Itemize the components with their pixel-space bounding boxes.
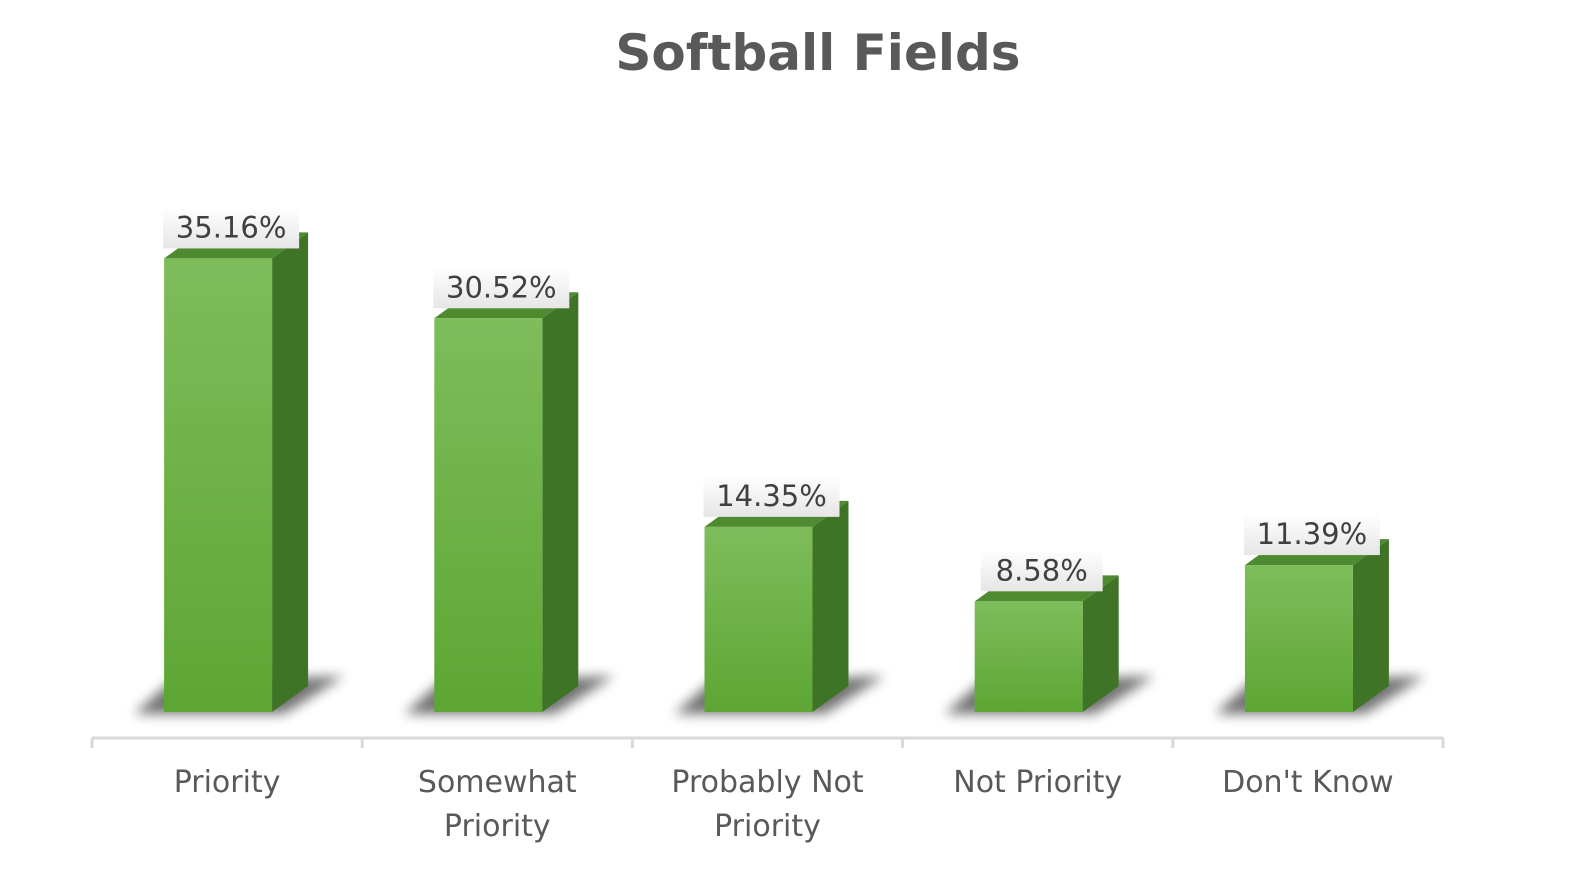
data-label: 14.35% [703, 474, 840, 517]
bar [434, 292, 579, 712]
bar-side-face [1352, 539, 1389, 712]
category-label-line: Probably Not [671, 765, 863, 800]
category-label-line: Not Priority [953, 765, 1122, 800]
bar [164, 232, 309, 712]
bar-side-face [812, 500, 849, 712]
data-label: 35.16% [163, 206, 300, 249]
category-labels: Priority Somewhat Priority Probably Not Prio… [174, 765, 1394, 844]
bar-side-face [1082, 575, 1119, 712]
bar-side-face [542, 292, 579, 712]
bars [164, 232, 1389, 712]
data-label-box [163, 206, 300, 249]
data-label-text: 35.16% [176, 210, 287, 244]
data-label-text: 14.35% [716, 479, 827, 513]
data-label: 8.58% [980, 549, 1103, 592]
bar-front-face [704, 526, 813, 712]
data-label: 30.52% [433, 266, 570, 309]
data-label-box [703, 474, 840, 517]
data-label-box [980, 549, 1103, 592]
data-labels: 35.16% 30.52% 14.35% 8.58% 11.39% [163, 206, 1380, 592]
data-label-text: 8.58% [996, 553, 1088, 587]
category-label: Not Priority [953, 765, 1122, 800]
category-label-line: Priority [444, 809, 551, 844]
category-label-line: Priority [714, 809, 821, 844]
category-label: Priority [174, 765, 281, 800]
data-label-box [1243, 513, 1380, 556]
category-label-line: Somewhat [418, 765, 577, 800]
category-label: Probably Not Priority [671, 765, 863, 844]
x-axis [90, 736, 1445, 748]
bar [1244, 539, 1389, 712]
bar-front-face [164, 258, 273, 712]
bar [704, 500, 849, 712]
data-label-text: 11.39% [1257, 517, 1368, 551]
category-label-line: Don't Know [1222, 765, 1394, 800]
bar-front-face [974, 601, 1083, 712]
bar-front-face [434, 318, 543, 712]
category-label: Somewhat Priority [418, 765, 577, 844]
category-label: Don't Know [1222, 765, 1394, 800]
bar [974, 575, 1119, 712]
data-label: 11.39% [1243, 513, 1380, 556]
data-label-box [433, 266, 570, 309]
bar-side-face [272, 232, 309, 712]
chart-title: Softball Fields [615, 24, 1020, 82]
data-label-text: 30.52% [446, 270, 557, 304]
category-label-line: Priority [174, 765, 281, 800]
bar-front-face [1244, 565, 1353, 712]
